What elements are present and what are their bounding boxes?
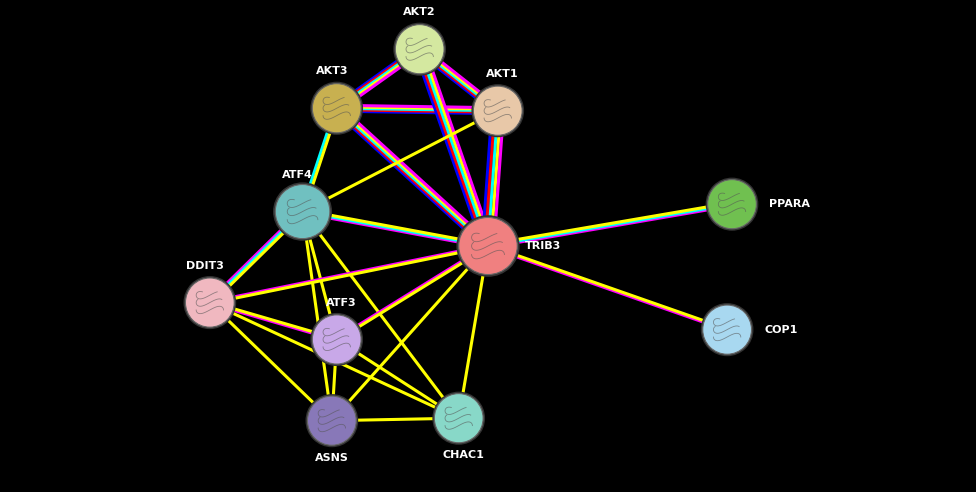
Text: AKT1: AKT1	[486, 69, 519, 79]
Ellipse shape	[701, 303, 753, 356]
Ellipse shape	[459, 217, 517, 275]
Text: ASNS: ASNS	[315, 453, 348, 462]
Ellipse shape	[473, 86, 522, 135]
Ellipse shape	[273, 183, 332, 241]
Ellipse shape	[471, 84, 524, 137]
Ellipse shape	[395, 25, 444, 74]
Ellipse shape	[312, 315, 361, 364]
Ellipse shape	[310, 313, 363, 366]
Ellipse shape	[305, 394, 358, 447]
Text: ATF3: ATF3	[326, 298, 357, 308]
Ellipse shape	[703, 305, 752, 354]
Ellipse shape	[312, 84, 361, 133]
Text: COP1: COP1	[764, 325, 797, 335]
Text: DDIT3: DDIT3	[186, 261, 224, 271]
Ellipse shape	[393, 23, 446, 76]
Text: PPARA: PPARA	[769, 199, 810, 209]
Ellipse shape	[275, 184, 330, 239]
Ellipse shape	[706, 178, 758, 231]
Ellipse shape	[310, 82, 363, 135]
Ellipse shape	[307, 396, 356, 445]
Text: AKT3: AKT3	[315, 66, 348, 76]
Ellipse shape	[708, 180, 756, 229]
Ellipse shape	[183, 276, 236, 329]
Ellipse shape	[457, 215, 519, 277]
Ellipse shape	[185, 278, 234, 327]
Text: TRIB3: TRIB3	[525, 241, 561, 251]
Text: AKT2: AKT2	[403, 7, 436, 17]
Ellipse shape	[432, 392, 485, 445]
Text: ATF4: ATF4	[282, 170, 313, 180]
Text: CHAC1: CHAC1	[443, 450, 484, 460]
Ellipse shape	[434, 394, 483, 443]
